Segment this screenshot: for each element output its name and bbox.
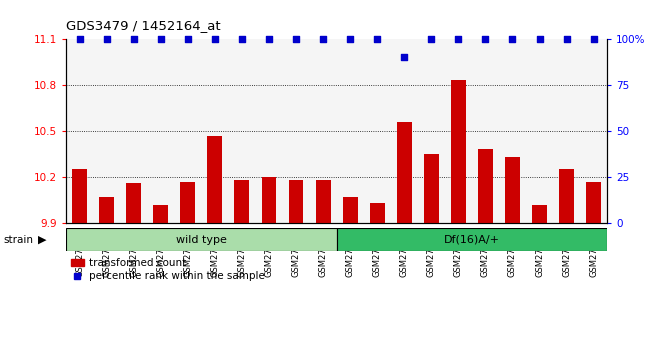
Bar [478,149,493,223]
Legend: transformed count, percentile rank within the sample: transformed count, percentile rank withi… [71,258,265,281]
Point [74,36,84,42]
Bar [126,183,141,223]
Bar [72,169,87,223]
Point [561,36,572,42]
Bar [261,177,277,223]
Bar [288,180,304,223]
Bar [99,197,114,223]
Bar [153,205,168,223]
Point [318,36,329,42]
Bar [207,136,222,223]
Bar [586,182,601,223]
Point [209,36,220,42]
Point [372,36,382,42]
Point [155,36,166,42]
Bar [180,182,195,223]
Bar [370,203,385,223]
Bar [559,169,574,223]
Point [589,36,599,42]
Point [102,36,112,42]
Point [534,36,544,42]
Text: GDS3479 / 1452164_at: GDS3479 / 1452164_at [66,19,220,32]
Bar [234,180,249,223]
Point [182,36,193,42]
Text: strain: strain [3,235,33,245]
Bar [451,80,466,223]
Bar [505,157,520,223]
Text: Df(16)A/+: Df(16)A/+ [444,235,500,245]
Point [263,36,275,42]
Bar [532,205,547,223]
Point [128,36,139,42]
Text: wild type: wild type [176,235,227,245]
Point [399,55,409,60]
Bar [397,122,412,223]
Bar [337,228,607,251]
Point [480,36,490,42]
Point [426,36,437,42]
Bar [315,180,331,223]
Point [507,36,517,42]
Point [345,36,355,42]
Text: ▶: ▶ [38,235,47,245]
Point [236,36,247,42]
Bar [424,154,439,223]
Bar [343,197,358,223]
Point [290,36,301,42]
Bar [66,228,337,251]
Point [453,36,463,42]
